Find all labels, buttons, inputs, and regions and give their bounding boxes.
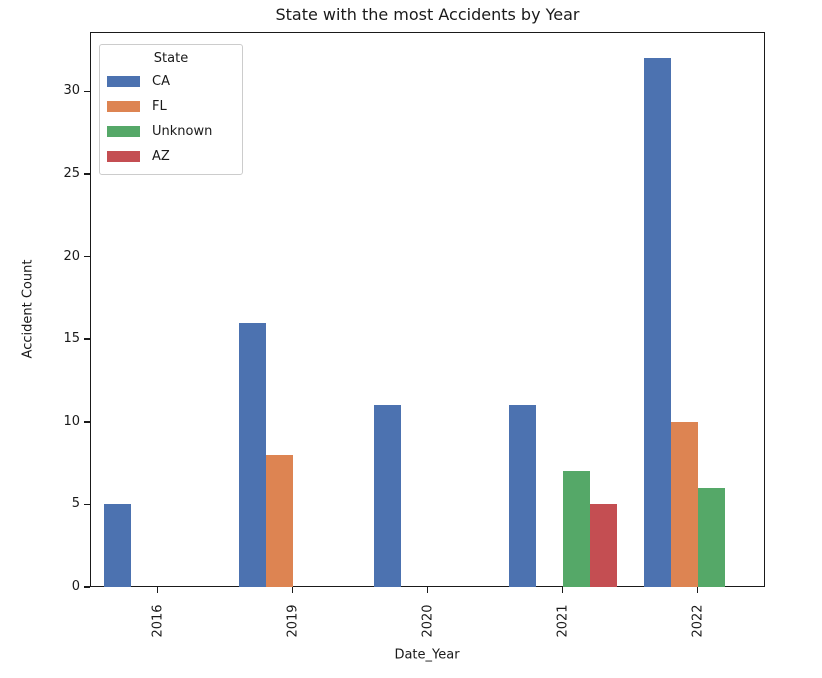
legend-swatch-Unknown: [107, 126, 140, 137]
x-tick-2020: [426, 587, 429, 593]
bar-CA-2021: [508, 405, 536, 587]
y-tick-25: [84, 173, 90, 175]
legend-label-CA: CA: [152, 74, 170, 89]
legend-item-FL: FL: [100, 94, 242, 119]
legend-swatch-AZ: [107, 151, 140, 162]
legend-swatch-FL: [107, 101, 140, 112]
legend-rows: CA FL Unknown AZ: [100, 69, 242, 169]
x-tick-2022: [696, 587, 699, 593]
bar-Unknown-2021: [562, 471, 590, 587]
bar-CA-2019: [238, 322, 266, 587]
x-tick-2021: [561, 587, 564, 593]
y-tick-15: [84, 338, 90, 340]
x-axis-label: Date_Year: [394, 647, 460, 663]
y-tick-10: [84, 421, 90, 423]
y-tick-5: [84, 503, 90, 506]
bar-CA-2016: [103, 504, 131, 587]
y-tick-label-20: 20: [63, 248, 80, 264]
legend-title: State: [153, 51, 189, 66]
legend-label-FL: FL: [152, 99, 167, 114]
bar-CA-2022: [643, 58, 671, 587]
y-tick-label-10: 10: [63, 413, 80, 429]
bars-layer: [90, 32, 765, 587]
y-tick-30: [84, 90, 90, 93]
y-axis-label: Accident Count: [20, 259, 36, 359]
legend-item-CA: CA: [100, 69, 242, 94]
chart-title: State with the most Accidents by Year: [275, 5, 580, 24]
bar-Unknown-2022: [697, 487, 725, 587]
x-tick-label-2022: 2022: [690, 604, 705, 638]
bar-CA-2020: [373, 405, 401, 587]
y-tick-label-25: 25: [63, 166, 80, 182]
x-tick-label-2020: 2020: [420, 604, 435, 638]
x-tick-label-2019: 2019: [285, 604, 300, 638]
x-tick-2016: [156, 587, 159, 593]
bar-AZ-2021: [589, 504, 617, 587]
y-tick-0: [84, 586, 90, 588]
y-tick-label-15: 15: [63, 331, 80, 347]
bar-FL-2022: [670, 421, 698, 587]
legend-label-Unknown: Unknown: [152, 124, 213, 139]
x-tick-2019: [291, 587, 294, 593]
legend-item-Unknown: Unknown: [100, 119, 242, 144]
legend-item-AZ: AZ: [100, 144, 242, 169]
y-tick-20: [84, 255, 90, 258]
y-tick-label-30: 30: [63, 83, 80, 99]
x-tick-label-2016: 2016: [150, 604, 165, 638]
bar-FL-2019: [265, 454, 293, 587]
x-tick-label-2021: 2021: [555, 604, 570, 638]
legend-swatch-CA: [107, 76, 140, 87]
y-tick-label-0: 0: [71, 579, 80, 594]
legend-label-AZ: AZ: [152, 149, 170, 164]
y-tick-label-5: 5: [71, 496, 80, 512]
legend: State CA FL Unknown AZ: [99, 44, 243, 175]
